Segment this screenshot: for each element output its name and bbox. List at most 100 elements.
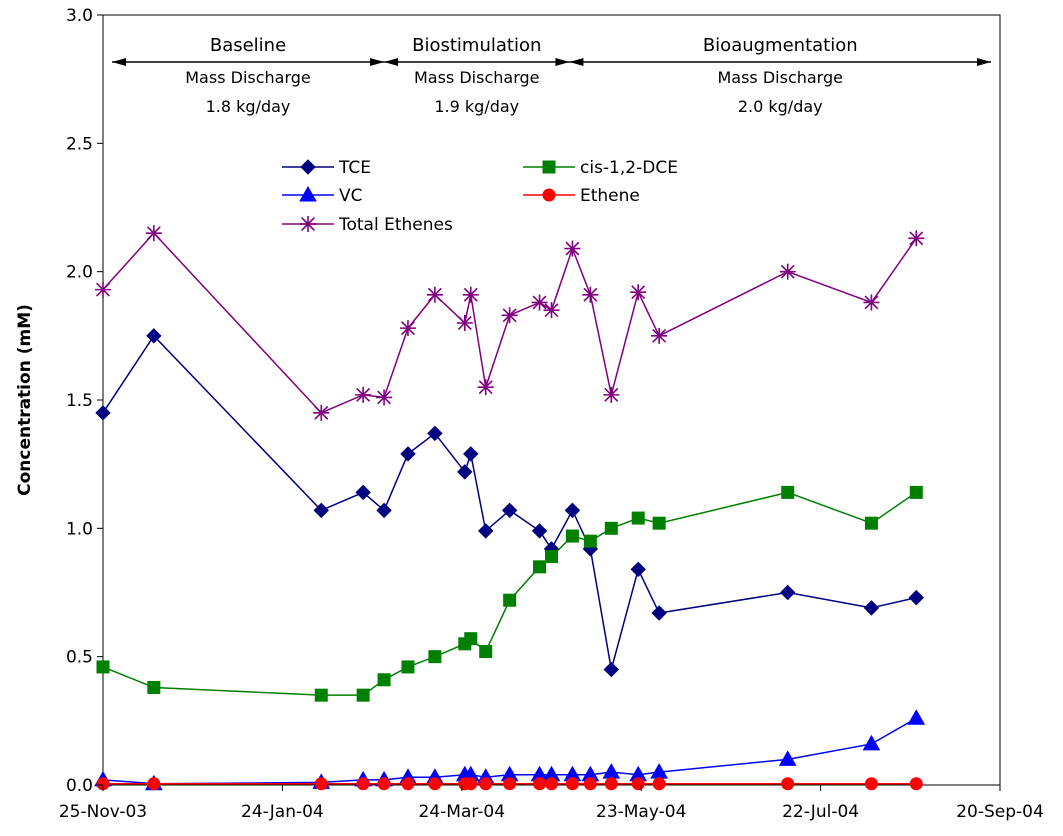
data-point [477,379,494,396]
y-tick-label: 1.0 [66,519,93,539]
data-point [314,777,328,791]
data-point [463,446,479,462]
data-point [565,529,579,543]
y-tick-label: 1.5 [66,391,93,411]
legend-marker [542,188,556,202]
phase-arrowhead-right [555,58,570,66]
data-point [501,307,518,324]
data-point [457,464,473,480]
data-point [533,560,547,574]
data-point [543,302,560,319]
data-point [651,605,667,621]
data-point [428,650,442,664]
legend-label: cis-1,2-DCE [580,158,678,178]
series-layer [94,225,926,791]
phase-label: Mass Discharge [414,68,540,87]
y-tick-label: 2.0 [66,263,93,283]
plot-border [102,14,1001,786]
data-point [604,521,618,535]
legend-label: TCE [338,158,371,178]
phase-name: Baseline [210,35,286,56]
y-tick-label: 0.0 [66,776,93,796]
x-tick-label: 22-Jul-04 [782,802,859,822]
data-point [781,777,795,791]
data-point [531,294,548,311]
data-point [95,405,111,421]
y-tick-label: 2.5 [66,134,93,154]
x-tick-label: 24-Mar-04 [419,802,506,822]
axes: 0.0 0.5 1.0 1.5 2.0 2.5 3.0 25-Nov-03 24-Jan-04 2… [15,6,1044,822]
data-point [464,632,478,646]
legend-item: VC [282,185,363,206]
data-point [356,688,370,702]
data-point [377,673,391,687]
data-point [356,777,370,791]
data-point [651,327,668,344]
legend-item: Total Ethenes [282,215,453,235]
x-tick-label: 20-Sep-04 [956,802,1044,822]
data-point [909,485,923,499]
phase-bioaugmentation: Bioaugmentation Mass Discharge 2.0 kg/day [569,35,992,116]
phase-arrowhead-left [384,58,399,66]
legend: TCE cis-1,2-DCE VC Ethene Total Ethenes [282,158,678,235]
phase-baseline: Baseline Mass Discharge 1.8 kg/day [111,35,385,116]
data-point [603,661,620,678]
data-point [780,584,796,601]
data-point [908,589,924,606]
legend-item: TCE [282,158,371,178]
data-point [428,777,442,791]
data-point [376,502,392,519]
y-axis-title: Concentration (mM) [15,304,35,496]
data-point [908,230,925,247]
data-point [426,286,443,303]
data-point [95,281,111,298]
data-point [376,389,393,406]
data-point [583,534,597,548]
data-point [313,404,330,421]
data-point [862,734,881,751]
phase-annotations: Baseline Mass Discharge 1.8 kg/day Biostimu… [111,35,992,116]
legend-label: Total Ethenes [338,215,453,235]
data-point [531,523,548,539]
phase-arrowhead-left [111,58,126,66]
series-cis-1-2-dce [96,485,923,702]
series-ethene [96,777,923,791]
data-point [864,777,878,791]
data-point [781,485,795,499]
legend-item: Ethene [523,186,640,206]
data-point [907,709,926,725]
data-point [377,777,391,791]
legend-label: Ethene [580,186,640,206]
y-tick-label: 0.5 [66,648,93,668]
phase-label: Mass Discharge [717,68,843,87]
data-point [400,446,416,462]
data-point [564,502,581,519]
data-point [582,286,599,303]
data-point [863,294,880,311]
data-point [545,777,558,791]
data-point [583,777,597,791]
data-point [503,593,517,607]
data-point [545,550,558,564]
data-point [96,660,110,674]
data-point [355,484,371,501]
data-point [864,516,878,530]
data-point [355,386,372,403]
data-point [456,315,473,331]
phase-name: Biostimulation [412,35,541,56]
data-point [652,516,666,530]
data-point [479,777,493,791]
data-point [909,777,923,791]
data-point [604,777,618,791]
data-point [399,320,416,337]
data-point [464,777,478,791]
legend-marker [300,216,316,232]
phase-arrowhead-right [370,58,385,66]
data-point [630,561,646,578]
x-tick-label: 25-Nov-03 [59,802,147,822]
x-tick-label: 24-Jan-04 [241,802,324,822]
phase-name: Bioaugmentation [703,35,858,56]
data-point [147,777,161,791]
series-total-ethenes [95,225,925,421]
